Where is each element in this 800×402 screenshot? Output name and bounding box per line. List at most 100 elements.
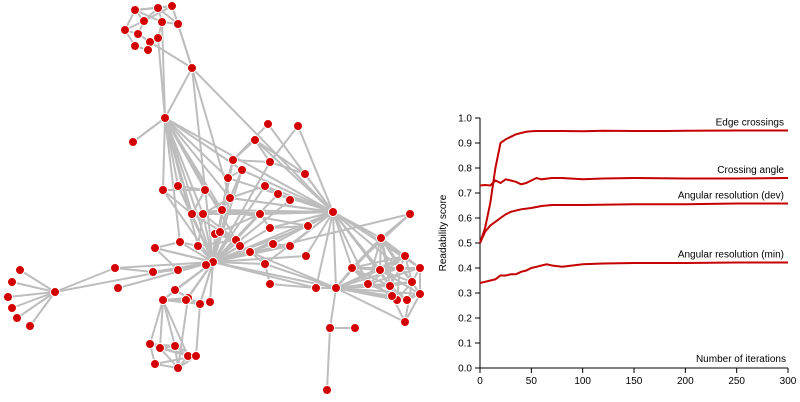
graph-node (50, 287, 60, 297)
graph-edge (164, 117, 199, 247)
graph-node (12, 313, 22, 323)
graph-node (228, 155, 238, 165)
graph-node (133, 29, 143, 39)
graph-edge (249, 245, 291, 253)
graph-node (395, 263, 405, 273)
graph-edge (162, 117, 166, 191)
graph-node (375, 265, 385, 275)
graph-node (198, 209, 208, 219)
graph-node (385, 281, 395, 291)
graph-node (200, 185, 210, 195)
graph-node (217, 205, 227, 215)
graph-edge (232, 159, 271, 163)
graph-node (158, 295, 168, 305)
series-line (479, 202, 788, 244)
graph-edge (162, 299, 176, 347)
graph-edge (54, 261, 214, 293)
graph-node (187, 209, 197, 219)
graph-edge (272, 211, 334, 245)
graph-edge (179, 241, 214, 263)
graph-node (285, 195, 295, 205)
graph-node (155, 343, 165, 353)
y-tick-label: 0.0 (458, 364, 472, 375)
graph-edge (16, 291, 56, 319)
graph-edge (114, 267, 154, 273)
y-tick-label: 0.6 (458, 214, 472, 225)
graph-edge (177, 185, 214, 263)
y-tick-label: 1.0 (458, 114, 472, 125)
graph-node (265, 223, 275, 233)
y-tick-label: 0.8 (458, 164, 472, 175)
graph-node (400, 317, 410, 327)
graph-edge (229, 169, 243, 199)
graph-edge (332, 211, 353, 269)
graph-edge (305, 211, 334, 257)
x-axis-title: Number of iterations (696, 354, 786, 365)
graph-edge (164, 117, 223, 211)
graph-edge (249, 251, 337, 289)
graph-node (235, 241, 245, 251)
graph-edge (235, 213, 261, 241)
graph-node (400, 251, 410, 261)
graph-node (325, 323, 335, 333)
series-label: Angular resolution (min) (678, 250, 784, 261)
graph-node (145, 339, 155, 349)
graph-node (153, 33, 163, 43)
graph-edge (159, 299, 164, 349)
series-line (479, 176, 789, 187)
graph-node (160, 113, 170, 123)
graph-node (363, 279, 373, 289)
graph-node (260, 259, 270, 269)
graph-node (205, 297, 215, 307)
x-tick-label: 0 (477, 376, 483, 387)
graph-edge (199, 261, 214, 305)
graph-node (347, 263, 357, 273)
graph-edge (241, 169, 334, 213)
graph-node (7, 303, 17, 313)
graph-node (402, 295, 412, 305)
graph-node (415, 263, 425, 273)
graph-node (250, 135, 260, 145)
graph-node (139, 16, 149, 26)
graph-edge (117, 261, 214, 289)
graph-node (311, 283, 321, 293)
graph-edge (332, 211, 337, 289)
graph-node (173, 181, 183, 191)
graph-node (263, 119, 273, 129)
graph-node (150, 359, 160, 369)
series-label: Angular resolution (dev) (678, 191, 784, 202)
graph-node (148, 267, 158, 277)
graph-edge (164, 117, 181, 243)
chart-axes (479, 118, 788, 369)
graph-edge (132, 117, 166, 143)
graph-edge (269, 161, 306, 175)
graph-node (175, 237, 185, 247)
graph-edge (164, 117, 229, 179)
x-tick-label: 50 (526, 376, 538, 387)
graph-edge (7, 291, 56, 298)
graph-node (322, 385, 332, 395)
graph-edge (11, 281, 56, 293)
y-tick-label: 0.5 (458, 239, 472, 250)
graph-node (405, 209, 415, 219)
x-tick-label: 250 (728, 376, 745, 387)
graph-node (215, 227, 225, 237)
graph-node (201, 260, 211, 270)
graph-node (110, 263, 120, 273)
graph-edge (154, 247, 214, 263)
readability-line-chart: 0.0 0.1 0.2 0.3 0.4 0.5 0.6 0.7 0.8 0.9 1.0 0 50 100 1… (438, 114, 797, 388)
graph-node (328, 207, 338, 217)
graph-edge (269, 211, 334, 229)
graph-node (25, 321, 35, 331)
graph-node (173, 363, 183, 373)
network-graph (3, 1, 425, 395)
graph-edge (267, 123, 334, 213)
y-axis-title: Readability score (438, 194, 449, 271)
graph-node (193, 241, 203, 251)
graph-edge (264, 211, 334, 265)
graph-node (167, 1, 177, 11)
graph-edge (335, 287, 406, 323)
graph-node (173, 265, 183, 275)
graph-edge (326, 327, 331, 391)
graph-edge (367, 267, 421, 285)
